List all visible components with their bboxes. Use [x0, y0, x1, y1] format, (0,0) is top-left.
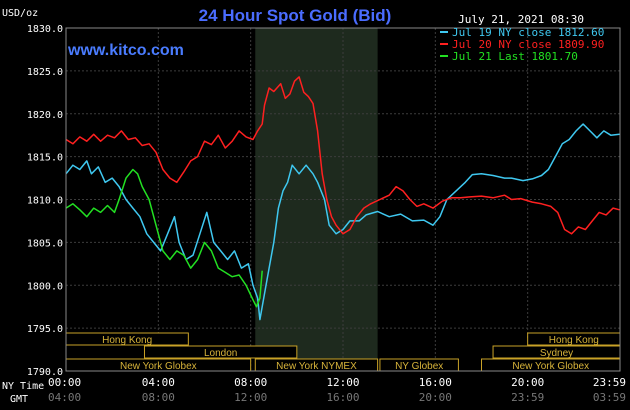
- y-tick-label: 1825.0: [27, 67, 63, 78]
- y-tick-label: 1800.0: [27, 281, 63, 292]
- x-tick-label-ny: 16:00: [419, 376, 452, 389]
- x-tick-label-gmt: 20:00: [419, 391, 452, 404]
- y-tick-label: 1810.0: [27, 196, 63, 207]
- grid-lines: [66, 27, 620, 372]
- plot-frame: [65, 27, 621, 372]
- series-line-3: [65, 168, 263, 308]
- x-tick-label-ny: 20:00: [511, 376, 544, 389]
- series-line-1: [65, 123, 620, 321]
- ny-time-label: NY Time: [2, 381, 44, 392]
- y-tick-label: 1820.0: [27, 110, 63, 121]
- timestamp: July 21, 2021 08:30: [458, 13, 584, 26]
- x-tick-label-ny: 04:00: [142, 376, 175, 389]
- session-label: Hong Kong: [102, 335, 152, 346]
- x-tick-label-ny: 12:00: [326, 376, 359, 389]
- session-label: New York Globex: [120, 361, 197, 372]
- x-tick-label-gmt: 16:00: [326, 391, 359, 404]
- session-label: New York NYMEX: [276, 361, 357, 372]
- legend-entry: Jul 20 NY close 1809.90: [452, 38, 604, 51]
- unit-label: USD/oz: [2, 8, 38, 19]
- session-label: New York Globex: [512, 361, 589, 372]
- chart-title: 24 Hour Spot Gold (Bid): [199, 6, 392, 25]
- x-tick-label-gmt: 12:00: [234, 391, 267, 404]
- session-box: [143, 345, 298, 359]
- y-axis: 1830.0 1825.0 1820.0 1815.0 1810.0 1805.0 1800…: [27, 24, 63, 378]
- x-tick-label-ny: 00:00: [48, 376, 81, 389]
- y-tick-label: 1805.0: [27, 238, 63, 249]
- session-label: NY Globex: [395, 361, 443, 372]
- x-tick-label-ny: 23:59: [593, 376, 626, 389]
- site-link[interactable]: www.kitco.com: [67, 42, 184, 59]
- y-tick-label: 1815.0: [27, 153, 63, 164]
- y-tick-label: 1790.0: [27, 367, 63, 378]
- session-label: Sydney: [540, 348, 573, 359]
- price-series: [65, 76, 620, 321]
- session-label: London: [204, 348, 237, 359]
- session-label: Hong Kong: [549, 335, 599, 346]
- x-tick-label-gmt: 03:59: [593, 391, 626, 404]
- gmt-label: GMT: [10, 394, 28, 405]
- market-sessions: Hong Kong London New York Globex New York N…: [65, 332, 621, 372]
- legend-entry: Jul 21 Last 1801.70: [452, 50, 578, 63]
- y-tick-label: 1830.0: [27, 24, 63, 35]
- x-axis: 00:00 04:00 04:00 08:00 08:00 12:00 12:00 16:00…: [48, 376, 626, 404]
- x-tick-label-ny: 08:00: [234, 376, 267, 389]
- x-tick-label-gmt: 23:59: [511, 391, 544, 404]
- legend-entry: Jul 19 NY close 1812.60: [452, 26, 604, 39]
- series-line-2: [65, 76, 620, 235]
- y-tick-label: 1795.0: [27, 324, 63, 335]
- x-tick-label-gmt: 08:00: [142, 391, 175, 404]
- x-tick-label-gmt: 04:00: [48, 391, 81, 404]
